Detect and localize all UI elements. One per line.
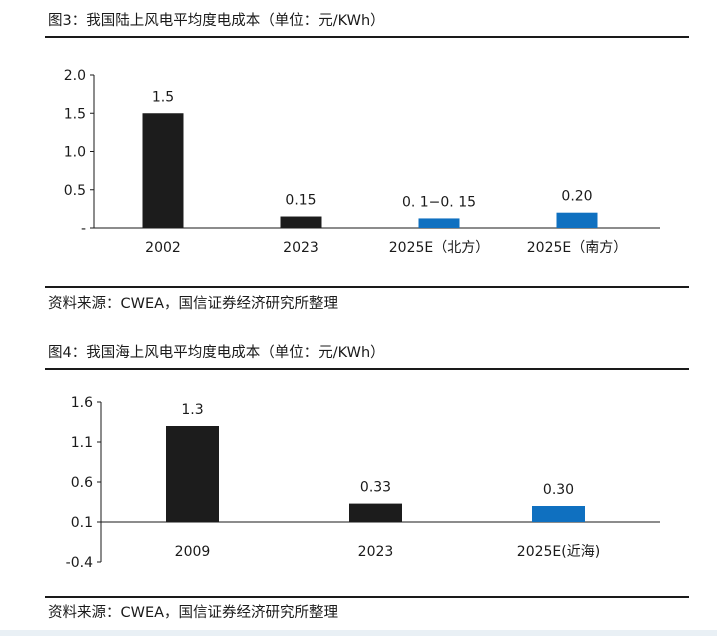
- figure-3-bottom-rule: [45, 286, 689, 288]
- category-label-1: 2023: [358, 544, 394, 560]
- y-tick-label: -: [81, 221, 86, 237]
- onshore-wind-cost-chart: - 0.5 1.0 1.5 2.0 1.5 2002 0.15 2023 0. 1−0. 15 20…: [64, 68, 660, 256]
- y-tick-label: 1.5: [64, 106, 86, 122]
- bar-0: [142, 113, 184, 228]
- y-tick-label: 1.1: [71, 435, 93, 451]
- category-label-2: 2025E(近海): [517, 544, 600, 560]
- category-label-2: 2025E（北方）: [389, 240, 489, 256]
- bar-2: [532, 506, 585, 522]
- offshore-wind-cost-chart: -0.4 0.1 0.6 1.1 1.6 1.3 2009 0.33 2023 0.30 2025E…: [66, 395, 660, 571]
- y-tick-label: 1.6: [71, 395, 93, 411]
- category-label-1: 2023: [283, 240, 319, 256]
- y-tick-label: 2.0: [64, 68, 86, 84]
- bar-0: [166, 426, 219, 522]
- data-label-0: 1.5: [152, 89, 174, 105]
- category-label-0: 2009: [175, 544, 211, 560]
- y-tick-label: -0.4: [66, 555, 93, 571]
- figure-3-title: 图3：我国陆上风电平均度电成本（单位：元/KWh）: [48, 13, 385, 29]
- bar-1: [280, 216, 322, 228]
- data-label-2: 0. 1−0. 15: [402, 194, 476, 210]
- figure-4-title: 图4：我国海上风电平均度电成本（单位：元/KWh）: [48, 345, 385, 361]
- bar-1: [349, 503, 402, 522]
- y-tick-label: 0.5: [64, 183, 86, 199]
- data-label-1: 0.15: [285, 193, 316, 209]
- figure-4-bottom-rule: [45, 596, 689, 598]
- figure-3-top-rule: [45, 36, 689, 38]
- figure-3-source: 资料来源：CWEA，国信证券经济研究所整理: [48, 296, 339, 312]
- bar-3: [556, 212, 598, 228]
- figure-4-source: 资料来源：CWEA，国信证券经济研究所整理: [48, 605, 339, 621]
- y-tick-label: 0.1: [71, 515, 93, 531]
- category-label-3: 2025E（南方）: [527, 240, 627, 256]
- page-bottom-strip: [0, 630, 717, 636]
- bar-2: [418, 218, 460, 228]
- y-tick-label: 1.0: [64, 145, 86, 161]
- data-label-1: 0.33: [360, 480, 391, 496]
- figure-4-top-rule: [45, 368, 689, 370]
- data-label-3: 0.20: [561, 189, 592, 205]
- category-label-0: 2002: [145, 240, 181, 256]
- data-label-2: 0.30: [543, 482, 574, 498]
- data-label-0: 1.3: [181, 402, 203, 418]
- y-tick-label: 0.6: [71, 475, 93, 491]
